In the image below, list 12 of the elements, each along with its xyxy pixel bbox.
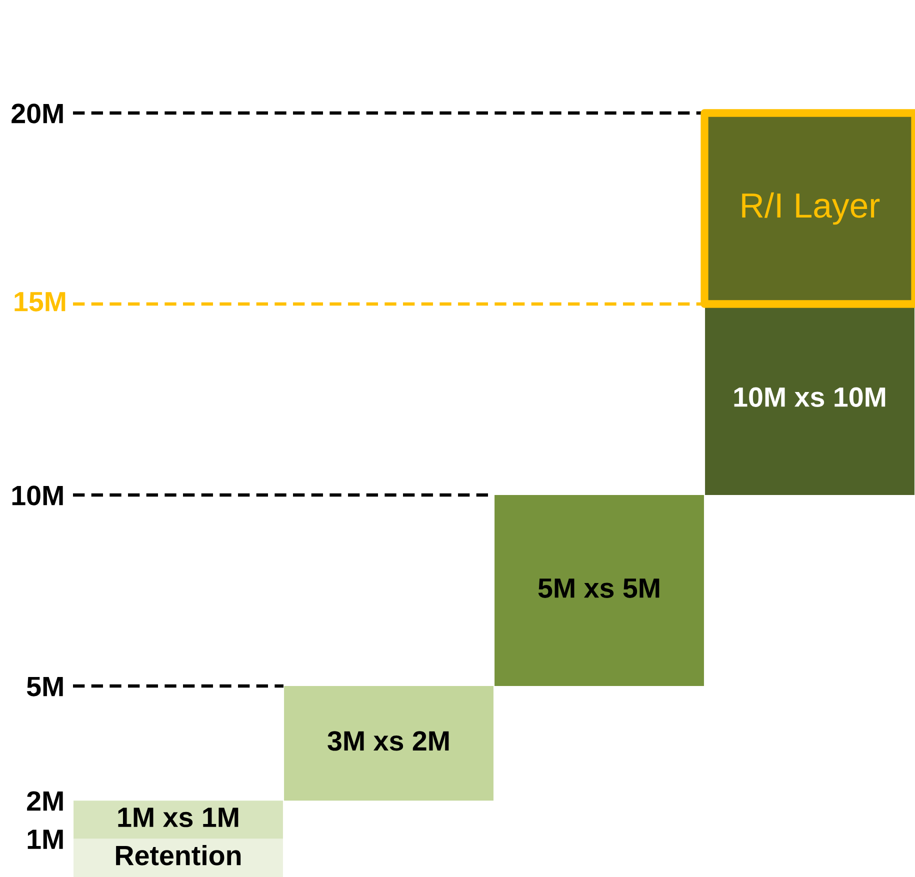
series-label: Retention <box>116 844 241 866</box>
ref-line-label: 15M <box>14 292 66 312</box>
series-label: 5M xs 5M <box>538 578 660 598</box>
y-tick-label: 2M <box>27 791 63 811</box>
series-label: 1M xs 1M <box>118 808 238 828</box>
series-label: 10M xs 10M <box>734 387 886 407</box>
y-tick-label: 20M <box>12 104 63 124</box>
band-label: R/I Layer <box>742 192 880 225</box>
y-tick-label: 10M <box>12 486 63 506</box>
y-tick-label: 5M <box>26 676 63 696</box>
y-tick-label: 1M <box>28 830 63 849</box>
series-label: 3M xs 2M <box>328 731 449 751</box>
